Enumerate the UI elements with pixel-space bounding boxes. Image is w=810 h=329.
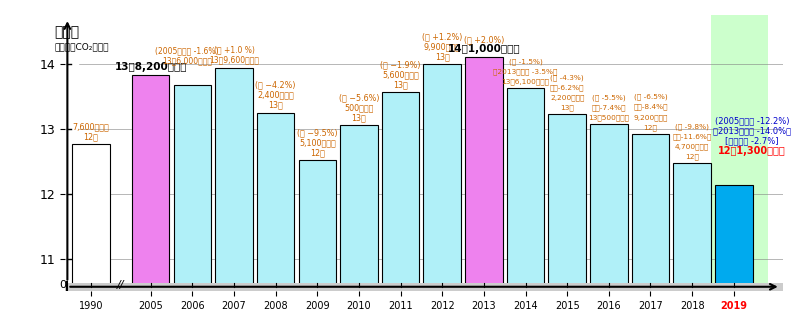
Text: 5,100万トン: 5,100万トン xyxy=(299,138,335,147)
Text: 《2013年度比 -14.0%》: 《2013年度比 -14.0%》 xyxy=(713,127,791,136)
Text: 12億: 12億 xyxy=(685,153,699,160)
Bar xyxy=(632,134,669,291)
Text: 排出量: 排出量 xyxy=(54,25,79,39)
Text: //: // xyxy=(117,280,125,290)
Text: (同 +1.0 %): (同 +1.0 %) xyxy=(214,45,254,54)
Text: 13億: 13億 xyxy=(435,52,450,61)
Text: ＜同-8.4%＞: ＜同-8.4%＞ xyxy=(633,104,667,111)
Text: 13億: 13億 xyxy=(561,105,574,111)
Text: 13億: 13億 xyxy=(393,80,408,89)
Bar xyxy=(340,125,377,291)
Text: 14億1,000万トン: 14億1,000万トン xyxy=(448,44,520,54)
Text: 4,700万トン: 4,700万トン xyxy=(675,143,710,150)
Bar xyxy=(715,185,752,291)
Text: (同 -9.8%): (同 -9.8%) xyxy=(675,123,709,130)
Text: 9,900万トン: 9,900万トン xyxy=(424,42,461,51)
Text: （億トンCO₂換算）: （億トンCO₂換算） xyxy=(54,42,109,51)
Text: 2,400万トン: 2,400万トン xyxy=(258,91,294,100)
Text: ＜2013年度比 -3.5%＞: ＜2013年度比 -3.5%＞ xyxy=(493,68,558,75)
Text: (同 −1.9%): (同 −1.9%) xyxy=(381,60,421,69)
Bar xyxy=(711,15,768,291)
Bar xyxy=(215,67,253,291)
Text: 7,600万トン: 7,600万トン xyxy=(72,122,109,131)
Text: (同 -1.5%): (同 -1.5%) xyxy=(509,58,543,65)
Text: (同 -6.5%): (同 -6.5%) xyxy=(633,94,667,100)
Text: 9,200万トン: 9,200万トン xyxy=(633,114,667,120)
Bar xyxy=(173,85,211,291)
Text: 12億1,300万トン: 12億1,300万トン xyxy=(718,146,786,156)
Text: (2005年度比 -1.6%): (2005年度比 -1.6%) xyxy=(156,47,219,56)
Text: (同 −5.6%): (同 −5.6%) xyxy=(339,93,379,102)
Text: 2,200万トン: 2,200万トン xyxy=(550,94,584,101)
Bar xyxy=(424,64,461,291)
Bar xyxy=(72,144,109,291)
Bar xyxy=(382,92,420,291)
Text: 13億: 13億 xyxy=(352,113,366,122)
Bar xyxy=(65,283,783,291)
Text: 13億: 13億 xyxy=(268,101,283,110)
Text: [前年度比 -2.7%]: [前年度比 -2.7%] xyxy=(725,137,778,146)
Bar xyxy=(465,57,503,291)
Bar xyxy=(299,161,336,291)
Text: (同 +1.2%): (同 +1.2%) xyxy=(422,32,463,41)
Text: 13億6,100万トン: 13億6,100万トン xyxy=(501,79,549,85)
Bar xyxy=(132,75,169,291)
Text: 13億500万トン: 13億500万トン xyxy=(588,114,629,121)
Text: 0: 0 xyxy=(59,280,66,290)
Text: 12億: 12億 xyxy=(310,148,325,157)
Text: (同 −9.5%): (同 −9.5%) xyxy=(297,128,338,137)
Bar xyxy=(507,89,544,291)
Text: 5,600万トン: 5,600万トン xyxy=(382,70,419,79)
Text: 13億6,000万トン: 13億6,000万トン xyxy=(162,57,212,66)
Bar xyxy=(548,114,586,291)
Bar xyxy=(590,124,628,291)
Bar xyxy=(673,163,711,291)
Text: 12億: 12億 xyxy=(83,132,98,141)
Text: 500万トン: 500万トン xyxy=(344,103,373,112)
Text: (2005年度比 -12.2%): (2005年度比 -12.2%) xyxy=(714,117,789,126)
Text: (同 -5.5%): (同 -5.5%) xyxy=(592,94,625,101)
Text: ＜同-6.2%＞: ＜同-6.2%＞ xyxy=(550,84,585,91)
Text: ＜同-7.4%＞: ＜同-7.4%＞ xyxy=(591,104,626,111)
Text: (同 -4.3%): (同 -4.3%) xyxy=(550,74,584,81)
Text: (同 −4.2%): (同 −4.2%) xyxy=(255,81,296,90)
Text: 13億8,200万トン: 13億8,200万トン xyxy=(114,62,187,72)
Text: 13億9,600万トン: 13億9,600万トン xyxy=(209,55,259,64)
Bar xyxy=(257,113,294,291)
Text: 12億: 12億 xyxy=(643,124,658,131)
Text: (同 +2.0%): (同 +2.0%) xyxy=(463,35,504,44)
Text: ＜同-11.6%＞: ＜同-11.6%＞ xyxy=(672,133,712,140)
